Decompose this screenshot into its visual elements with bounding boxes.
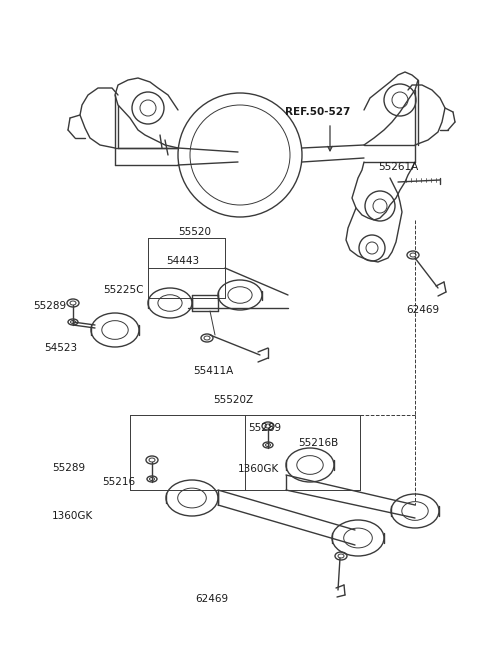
- Text: 55520: 55520: [178, 227, 211, 237]
- Text: 54443: 54443: [166, 256, 199, 266]
- Text: 55216B: 55216B: [298, 438, 338, 448]
- Text: 55261A: 55261A: [378, 162, 418, 172]
- Text: 54523: 54523: [44, 343, 77, 353]
- Text: 55289: 55289: [33, 301, 66, 311]
- Text: REF.50-527: REF.50-527: [285, 107, 350, 117]
- Text: 62469: 62469: [195, 594, 228, 604]
- Text: 55289: 55289: [52, 463, 85, 473]
- Text: 1360GK: 1360GK: [238, 464, 279, 474]
- Text: 55225C: 55225C: [103, 285, 144, 295]
- Text: 1360GK: 1360GK: [52, 511, 93, 521]
- Text: 55411A: 55411A: [193, 366, 233, 376]
- Text: 55216: 55216: [102, 477, 135, 487]
- Text: 62469: 62469: [406, 305, 439, 315]
- Text: 55520Z: 55520Z: [213, 395, 253, 405]
- Text: 55289: 55289: [248, 423, 281, 433]
